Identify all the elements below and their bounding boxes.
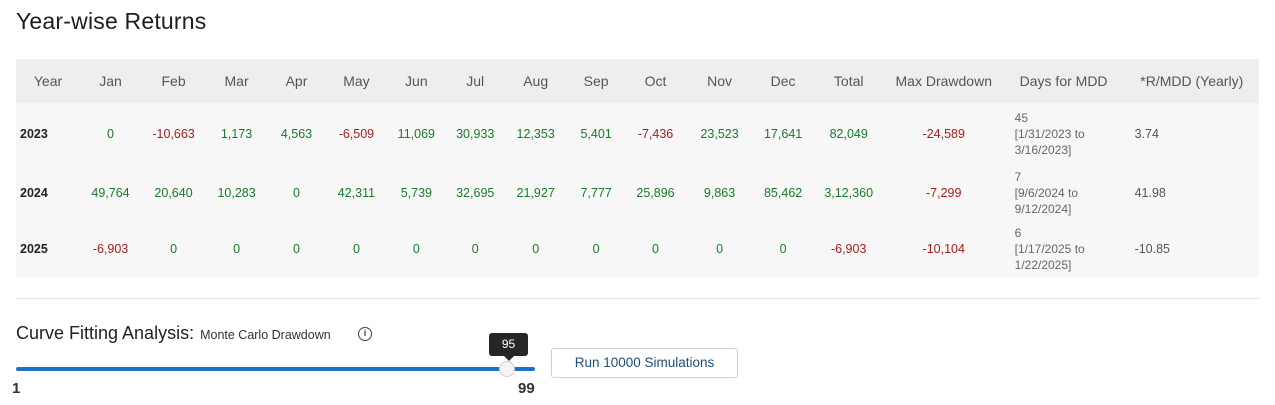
- month-return-cell: 0: [716, 242, 724, 256]
- year-cell: 2024: [20, 186, 48, 200]
- total-cell: 82,049: [829, 127, 868, 141]
- month-return-cell: 17,641: [763, 127, 803, 141]
- column-header: Max Drawdown: [895, 73, 992, 89]
- month-return-cell: -6,903: [92, 242, 129, 256]
- month-return-cell: 0: [779, 242, 787, 256]
- column-header: Days for MDD: [1019, 73, 1108, 89]
- r-mdd-cell: 3.74: [1134, 127, 1159, 141]
- curve-fitting-subtitle: Monte Carlo Drawdown: [200, 328, 331, 342]
- max-drawdown-cell: -10,104: [922, 242, 965, 256]
- month-return-cell: 23,523: [700, 127, 739, 141]
- total-cell: -6,903: [830, 242, 867, 256]
- section-divider: [16, 298, 1259, 299]
- month-return-cell: 7,777: [580, 186, 612, 200]
- month-return-cell: 0: [412, 242, 420, 256]
- r-mdd-cell: -10.85: [1134, 242, 1171, 256]
- month-return-cell: 0: [107, 127, 114, 141]
- column-header: Aug: [523, 73, 549, 89]
- month-return-cell: 0: [352, 242, 360, 256]
- month-return-cell: 4,563: [280, 127, 313, 141]
- max-drawdown-cell: -7,299: [926, 186, 962, 200]
- column-header: Apr: [285, 73, 308, 89]
- month-return-cell: 0: [592, 242, 600, 256]
- month-return-cell: 12,353: [516, 127, 555, 141]
- curve-fitting-title: Curve Fitting Analysis:: [16, 323, 195, 343]
- total-cell: 3,12,360: [824, 186, 874, 200]
- days-range: [1/31/2023 to 3/16/2023]: [1014, 127, 1085, 157]
- table-row: 2025 -6,903 0 0 0 0 0 0 0 0 0 0 0 -6,903 -10,104 6 [1/17…: [16, 221, 1259, 277]
- days-for-mdd-cell: 6 [1/17/2025 to 1/22/2025]: [1003, 221, 1125, 277]
- column-header: Mar: [224, 73, 249, 89]
- month-return-cell: 0: [233, 242, 241, 256]
- days-for-mdd-cell: 45 [1/31/2023 to 3/16/2023]: [1003, 103, 1125, 165]
- column-header: Feb: [161, 73, 186, 89]
- table-header-row: Year Jan Feb Mar Apr May Jun Jul Aug Sep Oct Nov Dec…: [16, 59, 1259, 103]
- table-row: 2023 0 -10,663 1,173 4,563 -6,509 11,069 30,933…: [16, 103, 1259, 165]
- column-header: Dec: [770, 73, 796, 89]
- table-row: 2024 49,764 20,640 10,283 0 42,311 5,739 32,695…: [16, 165, 1259, 221]
- month-return-cell: 85,462: [763, 186, 803, 200]
- month-return-cell: 0: [471, 242, 479, 256]
- month-return-cell: 5,401: [580, 127, 612, 141]
- column-header: Jul: [466, 73, 485, 89]
- month-return-cell: 20,640: [154, 186, 193, 200]
- slider-value-tooltip: 95: [489, 333, 528, 361]
- month-return-cell: 49,764: [91, 186, 130, 200]
- column-header: Oct: [644, 73, 667, 89]
- month-return-cell: 10,283: [217, 186, 256, 200]
- slider-min-label: 1: [12, 380, 21, 397]
- month-return-cell: 25,896: [636, 186, 675, 200]
- month-return-cell: 5,739: [400, 186, 432, 200]
- column-header: May: [343, 73, 370, 89]
- drawdown-slider-track[interactable]: [16, 367, 535, 371]
- days-count: 45: [1014, 111, 1028, 125]
- month-return-cell: 30,933: [456, 127, 495, 141]
- month-return-cell: 0: [532, 242, 540, 256]
- slider-max-label: 99: [518, 380, 535, 397]
- month-return-cell: -7,436: [637, 127, 674, 141]
- days-count: 6: [1014, 226, 1022, 240]
- page-title: Year-wise Returns: [16, 8, 207, 34]
- days-range: [9/6/2024 to 9/12/2024]: [1014, 186, 1079, 216]
- month-return-cell: 9,863: [703, 186, 736, 200]
- year-cell: 2025: [20, 242, 48, 256]
- days-range: [1/17/2025 to 1/22/2025]: [1014, 242, 1085, 272]
- days-for-mdd-cell: 7 [9/6/2024 to 9/12/2024]: [1003, 165, 1125, 221]
- column-header: Nov: [707, 73, 733, 89]
- month-return-cell: 0: [170, 242, 178, 256]
- month-return-cell: 11,069: [397, 127, 435, 141]
- month-return-cell: 42,311: [337, 186, 376, 200]
- table-body: 2023 0 -10,663 1,173 4,563 -6,509 11,069 30,933…: [16, 103, 1259, 277]
- curve-fitting-heading: Curve Fitting Analysis: Monte Carlo Draw…: [16, 323, 331, 344]
- run-simulations-button[interactable]: Run 10000 Simulations: [551, 348, 738, 378]
- month-return-cell: -10,663: [152, 127, 195, 141]
- r-mdd-cell: 41.98: [1134, 186, 1166, 200]
- month-return-cell: 21,927: [516, 186, 555, 200]
- column-header: *R/MDD (Yearly): [1140, 73, 1244, 89]
- info-icon[interactable]: i: [358, 327, 372, 341]
- returns-table: Year Jan Feb Mar Apr May Jun Jul Aug Sep Oct Nov Dec…: [16, 59, 1259, 277]
- month-return-cell: 32,695: [456, 186, 495, 200]
- column-header: Sep: [583, 73, 609, 89]
- returns-table-container: Year Jan Feb Mar Apr May Jun Jul Aug Sep Oct Nov Dec…: [16, 59, 1259, 277]
- year-cell: 2023: [20, 127, 48, 141]
- column-header: Jan: [99, 73, 122, 89]
- days-count: 7: [1014, 170, 1022, 184]
- max-drawdown-cell: -24,589: [922, 127, 965, 141]
- drawdown-slider-thumb[interactable]: [499, 361, 515, 377]
- column-header: Total: [833, 73, 864, 89]
- month-return-cell: -6,509: [338, 127, 375, 141]
- month-return-cell: 0: [293, 242, 300, 256]
- month-return-cell: 0: [293, 186, 300, 200]
- month-return-cell: 1,173: [220, 127, 253, 141]
- month-return-cell: 0: [652, 242, 659, 256]
- column-header: Year: [33, 73, 63, 89]
- column-header: Jun: [405, 73, 428, 89]
